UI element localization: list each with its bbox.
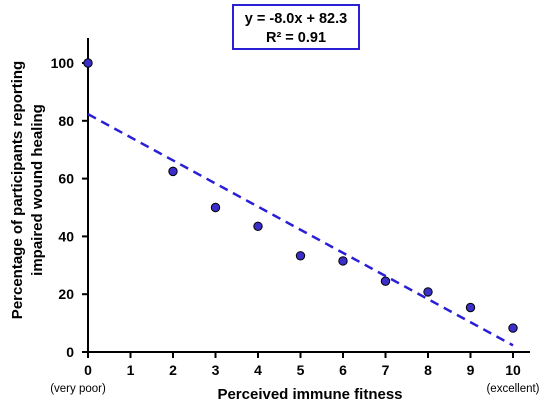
x-end-note-low: (very poor)	[50, 383, 106, 395]
x-tick-label: 9	[467, 362, 475, 378]
data-point	[83, 58, 93, 68]
x-tick-label: 1	[127, 362, 135, 378]
data-points	[83, 58, 518, 333]
y-tick-label: 80	[58, 113, 74, 129]
y-ticks: 0 20 40 60 80 100	[51, 55, 88, 360]
data-point	[338, 256, 348, 266]
x-tick-label: 6	[339, 362, 347, 378]
data-point	[210, 202, 221, 213]
x-ticks: 0 1 2 3 4 5 6 7 8 9 10	[84, 352, 521, 378]
data-point	[508, 323, 518, 333]
y-tick-label: 0	[66, 344, 74, 360]
x-tick-label: 10	[505, 362, 521, 378]
y-tick-label: 60	[58, 171, 74, 187]
x-tick-label: 5	[297, 362, 305, 378]
r-squared-line: R² = 0.91	[266, 30, 326, 46]
data-point	[168, 166, 178, 177]
data-point	[380, 276, 391, 286]
x-tick-label: 3	[212, 362, 220, 378]
y-axis-title-line-1: Percentage of participants reporting	[9, 61, 26, 319]
y-tick-label: 40	[58, 228, 74, 244]
equation-box-frame	[232, 4, 360, 50]
data-point	[465, 302, 476, 313]
y-tick-label: 20	[58, 286, 74, 302]
equation-line: y = -8.0x + 82.3	[245, 11, 347, 27]
x-tick-label: 4	[254, 362, 262, 378]
data-point	[423, 287, 433, 297]
x-axis-title: Perceived immune fitness	[217, 386, 402, 403]
x-tick-label: 7	[382, 362, 390, 378]
x-tick-label: 0	[84, 362, 92, 378]
equation-box: y = -8.0x + 82.3 R² = 0.91	[232, 4, 360, 50]
trendline	[87, 113, 514, 347]
data-point	[253, 221, 263, 231]
y-axis-title-line-2: impaired wound healing	[29, 104, 46, 276]
y-axis-title: Percentage of participants reporting imp…	[9, 61, 46, 319]
y-tick-label: 100	[51, 55, 75, 71]
data-point	[295, 251, 306, 261]
x-end-note-high: (excellent)	[486, 383, 539, 395]
x-tick-label: 8	[424, 362, 432, 378]
x-tick-label: 2	[169, 362, 177, 378]
axes	[87, 38, 530, 353]
